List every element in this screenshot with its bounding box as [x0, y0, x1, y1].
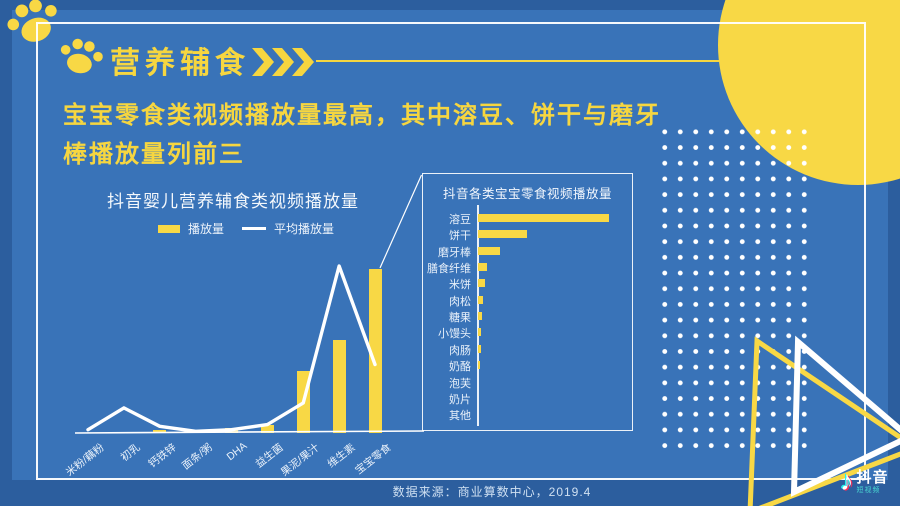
brand-tagline: 短视频 [856, 486, 881, 494]
douyin-logo: ♪ 抖音 短视频 [840, 468, 889, 495]
legend-bar-swatch [158, 224, 180, 233]
decor-frame-border [36, 22, 866, 480]
data-source-note: 数据来源：商业算数中心，2019.4 [392, 485, 592, 499]
row-bar-肉松 [478, 295, 484, 304]
headline-line-1: 宝宝零食类视频播放量最高，其中溶豆、饼干与磨牙 [63, 103, 661, 129]
right-chart-axis [477, 205, 479, 426]
left-chart-title: 抖音婴儿营养辅食类视频播放量 [107, 192, 359, 211]
row-bar-膳食纤维 [478, 263, 488, 272]
row-bar-饼干 [478, 230, 527, 239]
right-chart-title: 抖音各类宝宝零食视频播放量 [442, 187, 612, 201]
row-label-米饼: 米饼 [449, 279, 471, 292]
title-rule [316, 60, 720, 62]
row-label-磨牙棒: 磨牙棒 [438, 246, 471, 259]
row-label-溶豆: 溶豆 [449, 214, 471, 226]
row-bar-米饼 [478, 279, 485, 288]
row-label-糖果: 糖果 [449, 312, 471, 325]
legend-bar-label: 播放量 [188, 222, 225, 236]
row-bar-溶豆 [478, 214, 609, 222]
row-bar-肉肠 [478, 344, 481, 353]
row-label-肉松: 肉松 [449, 295, 471, 308]
row-bar-小馒头 [478, 328, 481, 337]
row-label-膳食纤维: 膳食纤维 [427, 263, 471, 276]
row-bar-磨牙棒 [478, 246, 501, 255]
brand-name: 抖音 [856, 468, 889, 486]
row-bar-奶酪 [478, 361, 480, 370]
headline-line-2: 棒播放量列前三 [63, 142, 245, 168]
row-label-奶酪: 奶酪 [449, 361, 471, 374]
row-label-小馒头: 小馒头 [438, 328, 471, 341]
chart-legend: 播放量 平均播放量 [158, 220, 334, 237]
snack-chart-panel: 抖音各类宝宝零食视频播放量 溶豆饼干磨牙棒膳食纤维米饼肉松糖果小馒头肉肠奶酪泡芙… [422, 173, 633, 431]
legend-line-swatch [242, 227, 267, 230]
row-label-饼干: 饼干 [449, 230, 471, 243]
music-note-icon: ♪ [840, 466, 854, 496]
paw-icon [53, 28, 110, 85]
row-label-泡芙: 泡芙 [449, 377, 471, 390]
triple-chevron-right-icon [252, 48, 318, 81]
row-label-肉肠: 肉肠 [449, 344, 471, 357]
row-label-其他: 其他 [449, 410, 471, 423]
legend-line-label: 平均播放量 [274, 222, 335, 236]
section-title: 营养辅食 [110, 47, 250, 80]
row-bar-糖果 [478, 312, 482, 321]
row-label-奶片: 奶片 [449, 393, 471, 406]
